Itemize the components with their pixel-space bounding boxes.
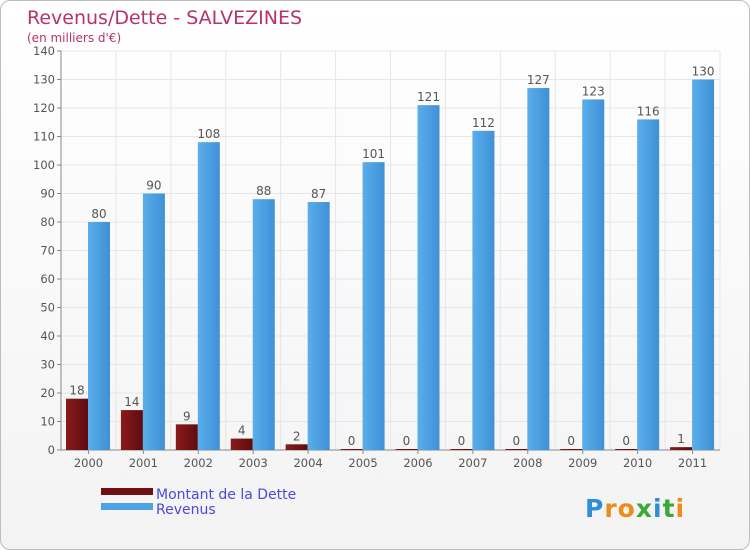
y-tick-label: 140 bbox=[33, 44, 55, 58]
legend-label: Revenus bbox=[156, 502, 216, 518]
bar-dette bbox=[120, 410, 143, 450]
data-label: 108 bbox=[197, 127, 220, 141]
x-tick-label: 2003 bbox=[239, 456, 268, 470]
data-label: 0 bbox=[348, 434, 356, 448]
x-tick-label: 2006 bbox=[403, 456, 432, 470]
legend-label: Montant de la Dette bbox=[156, 487, 296, 503]
bar-dette bbox=[505, 449, 528, 450]
data-label: 101 bbox=[362, 147, 385, 161]
data-label: 4 bbox=[238, 424, 246, 438]
data-label: 9 bbox=[183, 409, 191, 423]
x-tick-label: 2011 bbox=[678, 456, 707, 470]
y-tick-label: 50 bbox=[40, 301, 55, 315]
data-label: 121 bbox=[417, 90, 440, 104]
bar-dette bbox=[340, 449, 363, 450]
y-tick-label: 70 bbox=[40, 244, 55, 258]
data-label: 80 bbox=[91, 207, 106, 221]
data-label: 130 bbox=[692, 65, 715, 79]
logo-letter: o bbox=[618, 494, 636, 523]
bars bbox=[66, 79, 715, 451]
y-tick-label: 30 bbox=[40, 358, 55, 372]
data-label: 123 bbox=[582, 84, 605, 98]
y-tick-label: 90 bbox=[40, 187, 55, 201]
bar-dette bbox=[450, 449, 473, 450]
bar-dette bbox=[615, 449, 638, 450]
legend-swatch bbox=[101, 488, 153, 495]
y-tick-label: 130 bbox=[33, 73, 55, 87]
bar-revenus bbox=[252, 199, 275, 450]
bar-revenus bbox=[142, 193, 165, 450]
bar-dette bbox=[66, 398, 88, 450]
x-tick-label: 2004 bbox=[293, 456, 322, 470]
logo-text: Proxiti bbox=[585, 494, 685, 523]
data-label: 1 bbox=[677, 432, 685, 446]
bar-dette bbox=[285, 444, 308, 450]
y-tick-label: 40 bbox=[40, 329, 55, 343]
y-tick-label: 10 bbox=[40, 415, 55, 429]
y-tick-label: 60 bbox=[40, 272, 55, 286]
logo-letter: r bbox=[604, 494, 617, 523]
bar-revenus bbox=[582, 99, 605, 450]
bar-revenus bbox=[472, 130, 495, 451]
labels: 18 80 14 90 9 108 4 88 2 87 0 101 0 121 0 112 0 127 0 123 0 1… bbox=[69, 65, 714, 449]
y-tick-label: 0 bbox=[48, 443, 55, 457]
bar-dette bbox=[230, 438, 253, 450]
data-label: 90 bbox=[146, 179, 161, 193]
x-tick-label: 2010 bbox=[623, 456, 652, 470]
bar-revenus bbox=[692, 79, 715, 450]
grid bbox=[60, 50, 721, 451]
y-tick-label: 80 bbox=[40, 215, 55, 229]
bar-revenus bbox=[88, 222, 110, 450]
bar-revenus bbox=[637, 119, 660, 451]
data-label: 87 bbox=[311, 187, 326, 201]
bar-dette bbox=[560, 449, 583, 450]
data-label: 0 bbox=[513, 434, 521, 448]
y-tick-label: 100 bbox=[33, 158, 55, 172]
bar-revenus bbox=[362, 162, 385, 450]
data-label: 88 bbox=[256, 184, 271, 198]
logo-letter: i bbox=[653, 494, 663, 523]
y-tick-label: 120 bbox=[33, 101, 55, 115]
data-label: 18 bbox=[69, 384, 84, 398]
x-tick-label: 2005 bbox=[348, 456, 377, 470]
data-label: 0 bbox=[403, 434, 411, 448]
x-tick-label: 2009 bbox=[568, 456, 597, 470]
bar-revenus bbox=[417, 105, 440, 451]
data-label: 116 bbox=[637, 104, 660, 118]
chart-subtitle: (en milliers d'€) bbox=[27, 31, 121, 45]
data-label: 0 bbox=[458, 434, 466, 448]
data-label: 112 bbox=[472, 116, 495, 130]
data-label: 127 bbox=[527, 73, 550, 87]
x-tick-label: 2002 bbox=[184, 456, 213, 470]
y-tick-label: 20 bbox=[40, 386, 55, 400]
proxiti-logo: Proxiti bbox=[585, 494, 685, 523]
x-tick-label: 2007 bbox=[458, 456, 487, 470]
logo-letter: i bbox=[676, 494, 686, 523]
logo-letter: t bbox=[663, 494, 676, 523]
x-tick-label: 2000 bbox=[74, 456, 103, 470]
x-tick-label: 2001 bbox=[129, 456, 158, 470]
bar-revenus bbox=[307, 202, 330, 450]
y-tick-label: 110 bbox=[33, 130, 55, 144]
logo-letter: P bbox=[585, 494, 604, 523]
bar-dette bbox=[670, 447, 693, 450]
x-tick-label: 2008 bbox=[513, 456, 542, 470]
bar-dette bbox=[175, 424, 198, 450]
bar-dette bbox=[395, 449, 418, 450]
data-label: 0 bbox=[567, 434, 575, 448]
legend-swatch bbox=[101, 503, 153, 510]
bar-revenus bbox=[197, 142, 220, 450]
bar-revenus bbox=[527, 88, 550, 451]
data-label: 14 bbox=[124, 395, 139, 409]
data-label: 0 bbox=[622, 434, 630, 448]
data-label: 2 bbox=[293, 429, 301, 443]
chart-title: Revenus/Dette - SALVEZINES bbox=[27, 7, 302, 29]
logo-letter: x bbox=[636, 494, 653, 523]
